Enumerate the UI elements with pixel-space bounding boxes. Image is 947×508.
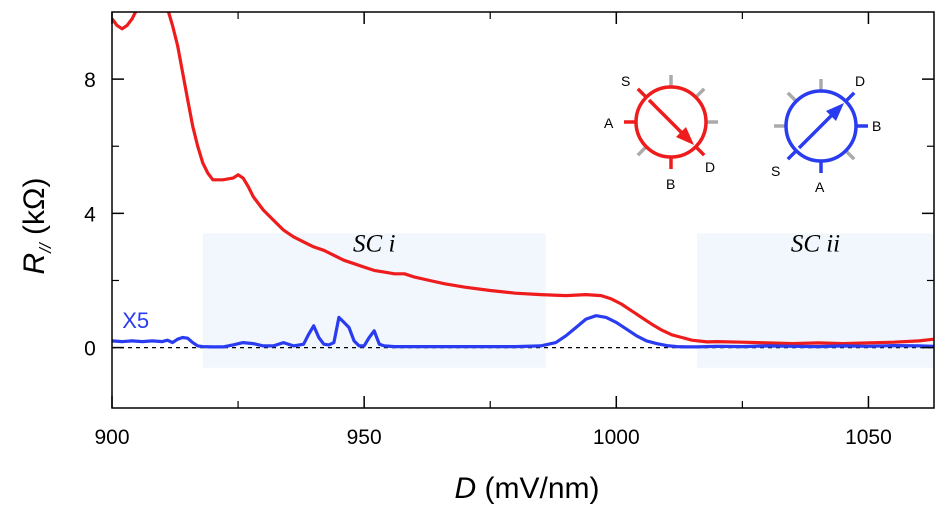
y-axis-label-symbol: R [18,253,51,275]
y-axis-label: R// (kΩ) [18,178,55,275]
x-axis-label-unit: (mV/nm) [476,472,599,505]
plot-frame [111,11,935,409]
blue-dial-arrow-shaft [797,112,835,150]
red-dial-arrow-shaft [647,98,685,136]
blue-dial-label-s: S [771,163,780,179]
red-dial-contact-s [636,87,648,99]
red-dial-arrow-head [676,127,694,145]
red-dial-spoke [694,87,706,99]
red-dial-label-s: S [621,73,630,89]
series-line-blue [112,314,934,349]
blue-dial-arrow-head [826,103,844,121]
blue-dial-contact-d [844,91,856,103]
y-tick-label: 0 [84,338,96,361]
plot-area: SC i SC ii 900 950 1000 1050 0 4 8 [84,11,935,449]
y-tick-label: 8 [84,69,96,92]
x-axis-label: D (mV/nm) [455,472,600,505]
blue-dial-label-b: B [872,118,881,134]
y-tick-label: 4 [84,203,96,226]
region-label: SC ii [791,230,840,257]
region-label: SC i [353,230,395,257]
red-dial-label-d: D [705,159,715,175]
x-tick-label: 1050 [845,426,892,449]
red-dial-contact-d [694,145,706,157]
x-axis-label-symbol: D [455,472,477,505]
ticks-layer: 900 950 1000 1050 0 4 8 [84,12,934,449]
y-axis-label-subscript: // [36,241,55,254]
blue-dial-label-a: A [815,179,825,195]
blue-dial-contact-s [786,149,798,161]
series-line-red [112,12,934,346]
red-dial-label-b: B [666,176,675,192]
scale-annotation: X5 [122,308,149,333]
red-dial-spoke [636,145,648,157]
series-layer [112,12,934,349]
blue-dial-spoke [844,149,856,161]
red-dial-label-a: A [604,115,614,131]
y-axis-label-unit: (kΩ) [18,178,51,244]
x-tick-label: 1000 [593,426,640,449]
blue-dial-label-d: D [855,73,865,89]
x-tick-label: 950 [347,426,382,449]
blue-dial-spoke [786,91,798,103]
x-tick-label: 900 [94,426,129,449]
red-dial: S A B D [604,73,718,192]
blue-dial: D B A S [771,73,881,195]
